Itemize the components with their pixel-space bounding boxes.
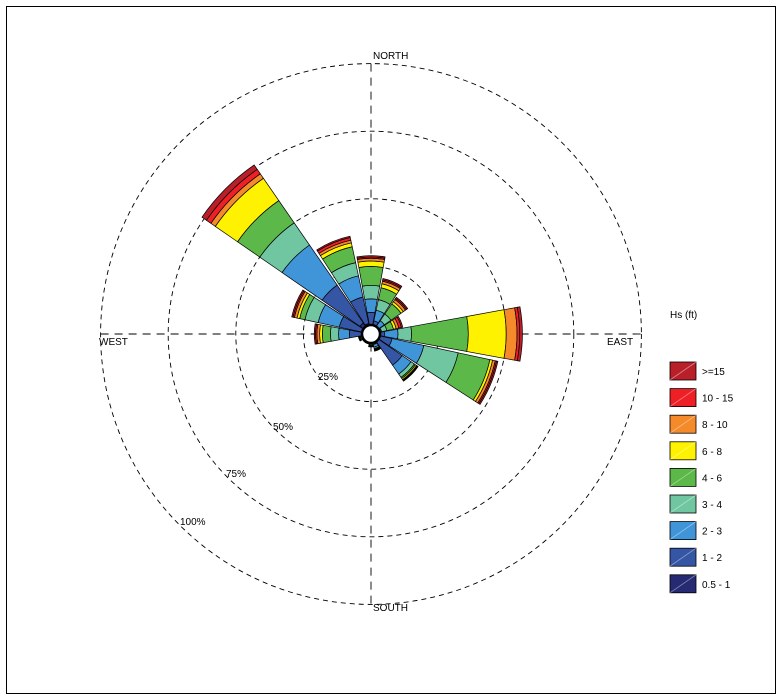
legend-label: 8 - 10 xyxy=(702,420,728,431)
legend-item: 1 - 2 xyxy=(669,547,722,567)
legend-swatch xyxy=(669,574,697,594)
petal-e-bin-8 xyxy=(516,306,523,362)
legend-swatch-hatch xyxy=(669,388,697,407)
legend-item: 4 - 6 xyxy=(669,467,722,487)
legend-swatch-hatch xyxy=(669,547,697,567)
petal-n-bin-2 xyxy=(364,298,378,314)
petal-n-bin-3 xyxy=(361,284,381,300)
petal-ene-bin-8 xyxy=(396,315,404,328)
legend-label: 10 - 15 xyxy=(702,394,734,405)
rose-petals xyxy=(201,164,523,405)
legend-swatch xyxy=(669,414,697,434)
legend-swatch xyxy=(669,521,697,540)
legend-item: 8 - 10 xyxy=(669,414,728,434)
legend-label: 0.5 - 1 xyxy=(702,580,731,591)
petal-nne-bin-8 xyxy=(382,278,403,288)
legend-swatch-hatch xyxy=(669,468,697,487)
petal-se-bin-8 xyxy=(402,365,419,382)
legend-label: 3 - 4 xyxy=(702,500,722,511)
legend-swatch-hatch xyxy=(669,414,697,434)
petal-w-bin-2 xyxy=(338,327,351,341)
legend-title: Hs (ft) xyxy=(670,310,697,321)
petal-wsw-bin-8 xyxy=(357,336,362,342)
center-hub xyxy=(360,323,382,345)
petal-nnw-bin-8 xyxy=(316,235,351,252)
legend-swatch xyxy=(669,467,697,487)
legend-swatch-hatch xyxy=(669,361,697,381)
legend-item: 3 - 4 xyxy=(669,494,722,514)
legend-label: 1 - 2 xyxy=(702,553,722,564)
petal-e-bin-6 xyxy=(503,307,518,361)
petal-wnw-bin-8 xyxy=(291,289,305,318)
legend-swatch-hatch xyxy=(669,494,697,514)
grid-ring-75 xyxy=(167,130,575,538)
legend-label: 4 - 6 xyxy=(702,473,722,484)
legend-item: 6 - 8 xyxy=(669,441,722,461)
petal-e-bin-3 xyxy=(397,326,412,342)
petal-n-bin-4 xyxy=(358,266,384,287)
legend-label: 2 - 3 xyxy=(702,527,722,538)
legend-swatch xyxy=(669,388,697,408)
legend-swatch-hatch xyxy=(669,521,697,540)
legend-label: >=15 xyxy=(702,367,725,378)
petal-ne-bin-8 xyxy=(395,296,409,310)
petal-ese-bin-8 xyxy=(478,360,499,405)
petal-nw-bin-8 xyxy=(201,164,258,221)
compass-label-west: WEST xyxy=(99,337,128,348)
petal-n-bin-8 xyxy=(356,255,386,259)
legend-item: >=15 xyxy=(669,361,725,381)
legend-item: 10 - 15 xyxy=(669,388,734,408)
ring-label-100: 100% xyxy=(180,517,206,528)
legend-swatch xyxy=(669,494,697,514)
legend-swatch xyxy=(669,361,697,381)
petal-n-bin-5 xyxy=(357,260,385,268)
compass-label-south: SOUTH xyxy=(373,603,408,614)
petal-w-bin-3 xyxy=(330,326,340,342)
legend-label: 6 - 8 xyxy=(702,447,722,458)
ring-label-25: 25% xyxy=(318,372,338,383)
petal-sse-bin-8 xyxy=(374,348,382,352)
ring-label-75: 75% xyxy=(226,469,246,480)
legend: Hs (ft) >=15 10 - 15 8 - 10 6 - 8 4 - 6 3 - 4… xyxy=(669,310,734,594)
legend-swatch-hatch xyxy=(669,441,697,461)
ring-label-50: 50% xyxy=(273,422,293,433)
petal-w-bin-8 xyxy=(313,323,317,345)
legend-swatch xyxy=(669,441,697,461)
legend-item: 2 - 3 xyxy=(669,521,722,540)
legend-swatch xyxy=(669,547,697,567)
compass-label-north: NORTH xyxy=(373,51,408,62)
legend-item: 0.5 - 1 xyxy=(669,574,731,594)
petal-w-bin-4 xyxy=(321,324,332,344)
legend-swatch-hatch xyxy=(669,574,697,594)
compass-label-east: EAST xyxy=(607,337,633,348)
petal-e-bin-5 xyxy=(466,309,507,359)
